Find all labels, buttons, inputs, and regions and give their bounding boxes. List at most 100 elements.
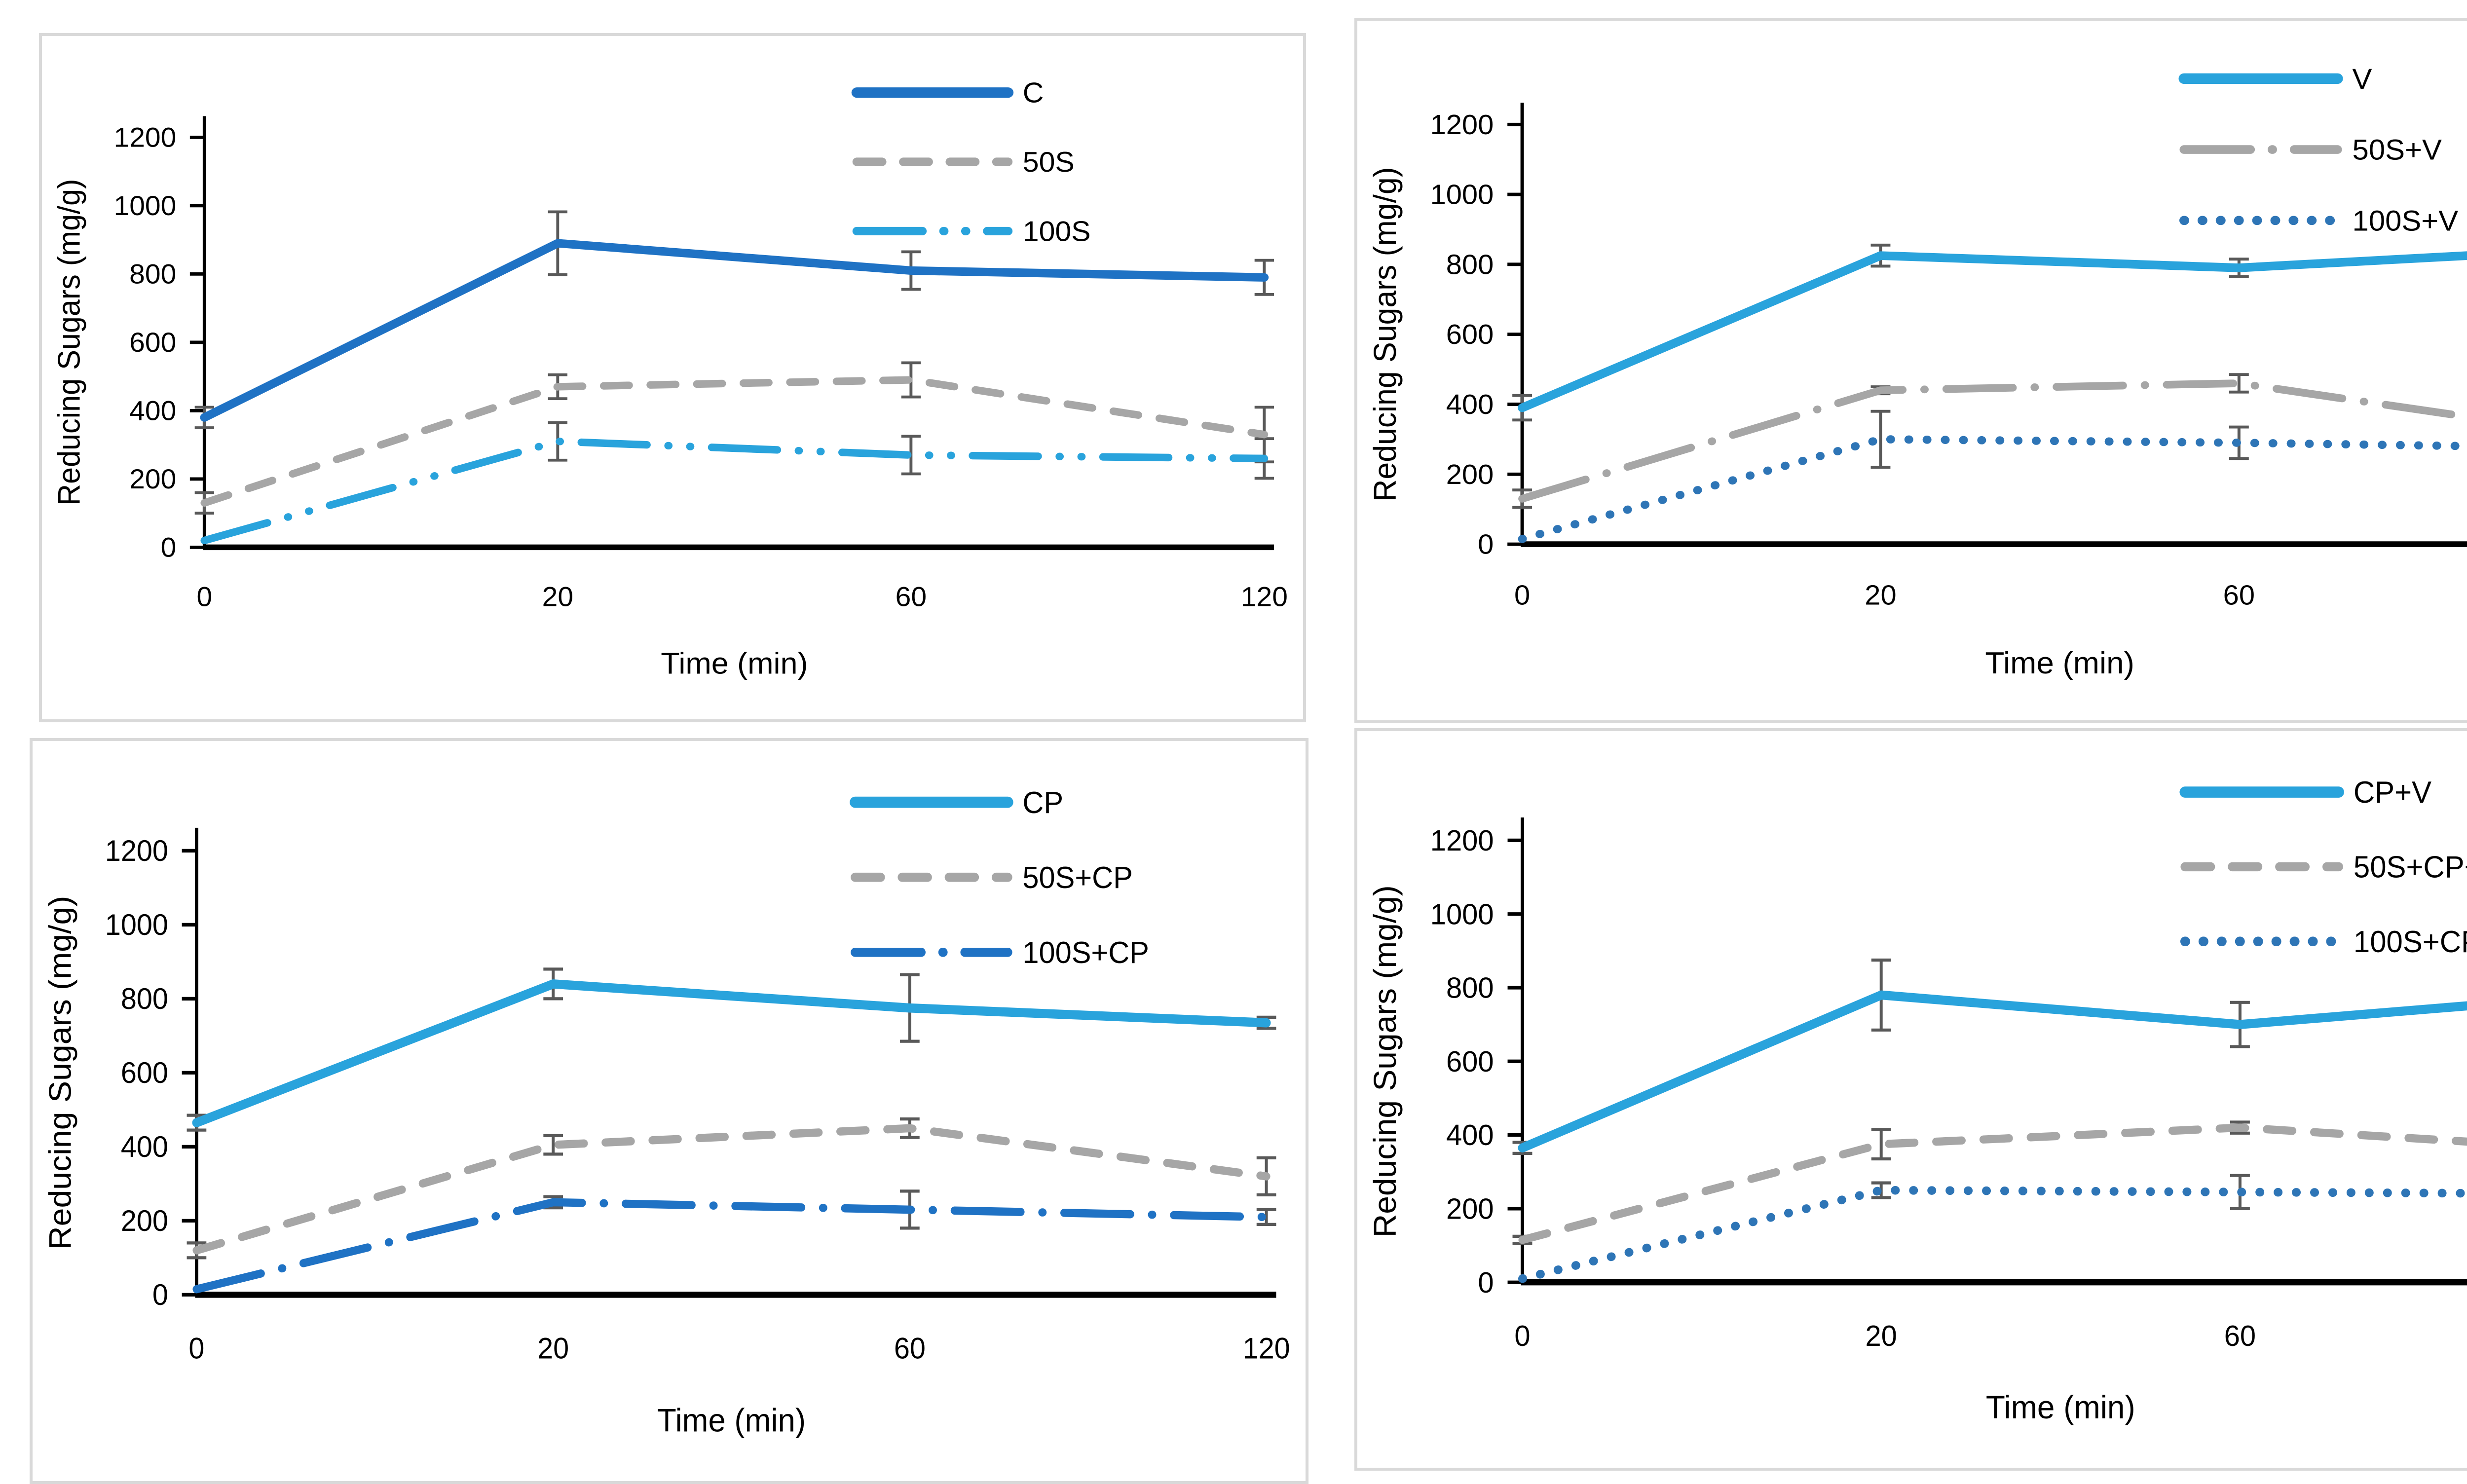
y-axis-title: Reducing Sugars (mg/g)	[52, 179, 87, 506]
legend-item-CP+V: CP+V	[2179, 775, 2432, 809]
legend-label: CP	[1022, 785, 1063, 819]
y-tick-label: 1000	[113, 190, 176, 221]
y-tick-label: 0	[161, 532, 177, 562]
y-tick-label: 400	[121, 1131, 168, 1163]
chart-panel-bottom-left: 0 200 400 600 800 1000 1200 0 20 60 120 Time (min) R…	[30, 738, 1308, 1484]
series-line-C	[200, 239, 1269, 422]
legend-item-CP: CP	[850, 785, 1063, 819]
legend-item-50S: 50S	[852, 147, 1075, 178]
y-tick-label: 1200	[1430, 109, 1494, 140]
y-tick-label: 1200	[113, 122, 176, 152]
y-tick-label: 200	[121, 1205, 168, 1237]
y-tick-label: 800	[121, 983, 168, 1015]
error-bars-100S+CP+V	[1871, 1174, 2250, 1210]
y-tick-label: 1000	[1430, 898, 1494, 930]
y-tick-label: 0	[152, 1279, 168, 1311]
x-tick-label: 60	[2224, 1320, 2256, 1352]
x-axis-title: Time (min)	[661, 647, 808, 680]
series-line-V	[1518, 251, 2467, 412]
legend-label: 50S+V	[2353, 133, 2442, 166]
y-tick-label: 800	[1446, 249, 1494, 280]
y-tick-label: 1000	[1430, 179, 1494, 210]
chart-panel-top-left: 0 200 400 600 800 1000 1200 0 20 60 120 Time (min) R…	[39, 33, 1306, 722]
y-tick-label: 600	[1446, 1045, 1494, 1078]
y-tick-label: 200	[1446, 1193, 1494, 1225]
x-tick-label: 0	[1514, 1320, 1530, 1352]
error-bars-C	[194, 210, 1274, 429]
legend-item-50S+CP+V: 50S+CP+V	[2180, 850, 2467, 884]
series-line-100S	[200, 438, 1269, 545]
line-chart-cp-series: 0 200 400 600 800 1000 1200 0 20 60 120 Time (min) R…	[42, 785, 1290, 1439]
series-line-100S+CP+V	[1518, 1186, 2467, 1283]
y-axis-title: Reducing Sugars (mg/g)	[42, 896, 77, 1250]
legend-label: C	[1023, 77, 1044, 109]
x-tick-label: 120	[1241, 581, 1288, 612]
legend-item-50S+V: 50S+V	[2179, 133, 2442, 166]
x-tick-label: 20	[537, 1333, 569, 1365]
y-tick-label: 200	[1446, 459, 1494, 490]
x-tick-label: 0	[1514, 580, 1530, 611]
legend-item-V: V	[2178, 62, 2372, 95]
x-tick-label: 60	[2223, 580, 2255, 611]
y-tick-label: 1200	[1430, 824, 1494, 857]
x-tick-label: 120	[1243, 1333, 1290, 1365]
error-bars-100S	[548, 421, 1274, 480]
legend-label: 100S+CP+V	[2354, 925, 2467, 959]
legend-item-50S+CP: 50S+CP	[851, 860, 1133, 894]
x-axis-title: Time (min)	[657, 1402, 806, 1439]
x-tick-label: 20	[542, 581, 573, 612]
y-tick-label: 200	[129, 464, 176, 494]
x-tick-label: 0	[188, 1333, 204, 1365]
y-tick-label: 400	[129, 395, 176, 426]
x-axis-title: Time (min)	[1986, 1389, 2135, 1425]
legend-label: 50S+CP	[1022, 860, 1132, 894]
x-tick-label: 20	[1865, 1320, 1897, 1352]
error-bars-100S+CP	[543, 1189, 1276, 1230]
legend-label: 100S	[1023, 216, 1091, 247]
legend-item-100S: 100S	[852, 216, 1091, 247]
y-tick-label: 1000	[105, 909, 168, 941]
y-tick-label: 0	[1478, 529, 1494, 560]
series-line-50S+CP+V	[1518, 1123, 2467, 1244]
y-axis-title: Reducing Sugars (mg/g)	[1367, 885, 1403, 1237]
y-tick-label: 600	[129, 327, 176, 358]
x-tick-label: 60	[896, 581, 927, 612]
series-line-100S+V	[1518, 435, 2467, 543]
legend-label: V	[2353, 62, 2372, 95]
y-tick-label: 600	[1446, 319, 1494, 350]
y-tick-label: 1200	[105, 835, 168, 867]
y-tick-label: 400	[1446, 1119, 1494, 1151]
legend-item-100S+V: 100S+V	[2179, 204, 2459, 237]
y-tick-label: 800	[129, 259, 176, 289]
x-tick-label: 20	[1865, 580, 1896, 611]
series-line-CP	[192, 979, 1271, 1127]
y-tick-label: 600	[121, 1057, 168, 1089]
error-bars-100S+V	[1870, 409, 2249, 469]
legend-item-C: C	[851, 77, 1044, 109]
y-tick-label: 400	[1446, 389, 1494, 420]
error-bars-50S	[194, 361, 1274, 515]
error-bars-CP+V	[1512, 958, 2250, 1155]
legend-label: CP+V	[2354, 775, 2432, 809]
y-axis-title: Reducing Sugars (mg/g)	[1368, 167, 1403, 502]
series-line-CP+V	[1518, 990, 2467, 1152]
legend-item-100S+CP: 100S+CP	[851, 935, 1149, 969]
error-bars-50S+CP	[187, 1117, 1276, 1260]
x-axis-title: Time (min)	[1985, 646, 2134, 680]
series-line-50S	[200, 376, 1269, 507]
series-line-100S+CP	[192, 1198, 1271, 1294]
legend-label: 100S+CP	[1022, 935, 1149, 969]
series-line-50S+V	[1518, 379, 2467, 503]
x-tick-label: 60	[894, 1333, 926, 1365]
legend-label: 100S+V	[2353, 204, 2459, 237]
legend-label: 50S	[1023, 147, 1075, 178]
y-tick-label: 800	[1446, 972, 1494, 1004]
series-line-50S+CP	[192, 1124, 1271, 1255]
legend-item-100S+CP+V: 100S+CP+V	[2180, 925, 2467, 959]
line-chart-c-50s-100s: 0 200 400 600 800 1000 1200 0 20 60 120 Time (min) R…	[52, 77, 1288, 680]
legend-label: 50S+CP+V	[2354, 850, 2467, 884]
x-tick-label: 0	[196, 581, 212, 612]
